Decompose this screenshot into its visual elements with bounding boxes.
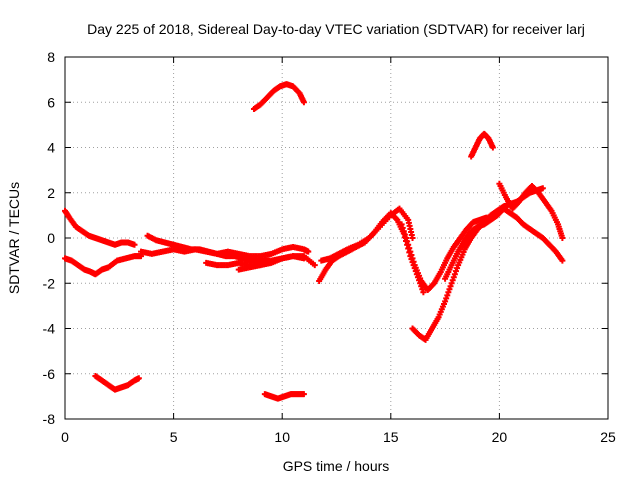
series-track-01 xyxy=(62,207,138,248)
data-point xyxy=(454,265,461,272)
y-tick-label: -6 xyxy=(43,366,56,382)
series-track-16 xyxy=(261,391,307,402)
data-point xyxy=(559,257,566,264)
y-tick-label: -2 xyxy=(43,275,56,291)
data-point xyxy=(300,99,307,106)
y-tick-label: 0 xyxy=(47,230,55,246)
series-track-10 xyxy=(409,185,546,343)
data-point xyxy=(406,245,413,252)
data-point xyxy=(442,298,449,305)
data-point xyxy=(400,228,407,235)
data-point xyxy=(446,286,453,293)
series-track-15 xyxy=(92,373,142,393)
x-tick-label: 10 xyxy=(274,429,290,445)
data-point xyxy=(444,292,451,299)
x-tick-label: 5 xyxy=(170,429,178,445)
y-tick-label: 2 xyxy=(47,185,55,201)
x-axis-label: GPS time / hours xyxy=(283,458,390,474)
data-point xyxy=(408,251,415,258)
series-track-14 xyxy=(250,81,307,113)
data-point xyxy=(447,283,454,290)
series-track-04 xyxy=(144,232,273,264)
data-point xyxy=(451,271,458,278)
data-point xyxy=(300,391,307,398)
data-point xyxy=(445,289,452,296)
series-track-11 xyxy=(442,205,566,282)
data-point xyxy=(489,144,496,151)
y-tick-label: 8 xyxy=(47,49,55,65)
data-points xyxy=(62,81,566,402)
grid xyxy=(64,56,609,420)
data-point xyxy=(300,255,307,262)
data-point xyxy=(305,248,312,255)
series-track-13 xyxy=(468,130,496,160)
data-point xyxy=(448,280,455,287)
data-point xyxy=(404,238,411,245)
x-tick-label: 25 xyxy=(600,429,616,445)
x-axis-ticks: 0 5 10 15 20 25 xyxy=(61,57,616,445)
chart-title: Day 225 of 2018, Sidereal Day-to-day VTE… xyxy=(87,21,585,37)
y-tick-label: -8 xyxy=(43,411,56,427)
data-point xyxy=(311,262,318,269)
data-point xyxy=(539,185,546,192)
y-tick-label: -4 xyxy=(43,321,56,337)
data-point xyxy=(559,235,566,241)
data-point xyxy=(452,268,459,275)
data-point xyxy=(420,289,427,296)
data-point xyxy=(131,241,138,248)
y-tick-label: 6 xyxy=(47,94,55,110)
y-axis-ticks: -8 -6 -4 -2 0 2 4 6 8 xyxy=(43,49,608,427)
y-axis-label: SDTVAR / TECUs xyxy=(6,182,22,294)
data-point xyxy=(403,235,410,241)
x-tick-label: 20 xyxy=(492,429,508,445)
data-point xyxy=(410,258,417,265)
data-point xyxy=(407,248,414,255)
data-point xyxy=(135,375,142,382)
series-track-08 xyxy=(318,205,416,264)
x-tick-label: 15 xyxy=(383,429,399,445)
data-point xyxy=(399,224,406,231)
series-track-09 xyxy=(398,214,490,294)
data-point xyxy=(409,255,416,262)
plot-frame xyxy=(64,56,609,420)
y-tick-label: 4 xyxy=(47,140,55,156)
data-point xyxy=(405,241,412,248)
series-track-06 xyxy=(235,253,307,273)
series-track-02 xyxy=(62,253,145,278)
data-point xyxy=(398,221,405,228)
data-point xyxy=(449,277,456,284)
series-track-12 xyxy=(496,180,566,241)
data-point xyxy=(401,231,408,238)
data-point xyxy=(409,235,416,241)
x-tick-label: 0 xyxy=(61,429,69,445)
data-point xyxy=(443,295,450,302)
data-point xyxy=(450,274,457,281)
